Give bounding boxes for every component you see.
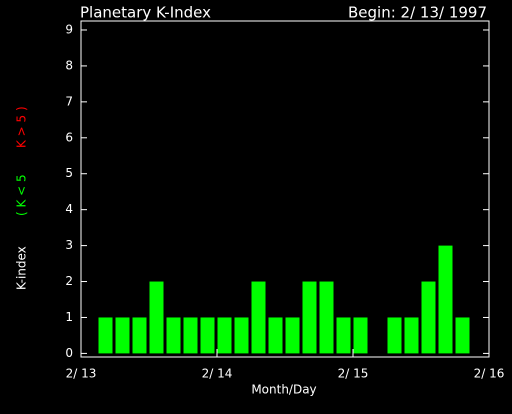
bar: [319, 281, 334, 354]
x-axis-label: Month/Day: [251, 383, 316, 397]
bar: [285, 317, 300, 354]
bar: [455, 317, 470, 354]
bar: [438, 245, 453, 354]
y-tick-label: 2: [65, 274, 73, 288]
bar: [268, 317, 283, 354]
bar: [387, 317, 402, 354]
bar: [166, 317, 181, 354]
y-tick-label: 9: [65, 22, 73, 36]
bar: [336, 317, 351, 354]
chart-title: Planetary K-Index: [80, 4, 211, 22]
y-tick-label: 8: [65, 58, 73, 72]
y-axis-label: K-index: [15, 246, 29, 290]
bar: [302, 281, 317, 354]
bar: [251, 281, 266, 354]
bar: [200, 317, 215, 354]
y-axis-label-low: ( K < 5: [15, 174, 29, 216]
y-tick-label: 6: [65, 130, 73, 144]
x-tick-label: 2/ 16: [474, 367, 505, 381]
x-tick-label: 2/ 15: [338, 367, 369, 381]
y-tick-label: 5: [65, 166, 73, 180]
bar: [404, 317, 419, 354]
chart-subtitle: Begin: 2/ 13/ 1997: [348, 4, 487, 22]
bar: [421, 281, 436, 354]
bar: [98, 317, 113, 354]
y-tick-label: 4: [65, 202, 73, 216]
y-tick-label: 7: [65, 94, 73, 108]
y-axis-label-group: K-index ( K < 5 K > 5 ): [15, 106, 29, 290]
y-tick-label: 3: [65, 238, 73, 252]
x-tick-label: 2/ 13: [66, 367, 97, 381]
bar: [183, 317, 198, 354]
y-axis-label-high: K > 5 ): [15, 106, 29, 148]
y-tick-label: 1: [65, 310, 73, 324]
bar: [149, 281, 164, 354]
bar: [234, 317, 249, 354]
x-tick-label: 2/ 14: [202, 367, 233, 381]
bar: [353, 317, 368, 354]
y-tick-label: 0: [65, 346, 73, 360]
bar: [217, 317, 232, 354]
plot-frame: [80, 20, 490, 358]
bar: [115, 317, 130, 354]
bar: [132, 317, 147, 354]
